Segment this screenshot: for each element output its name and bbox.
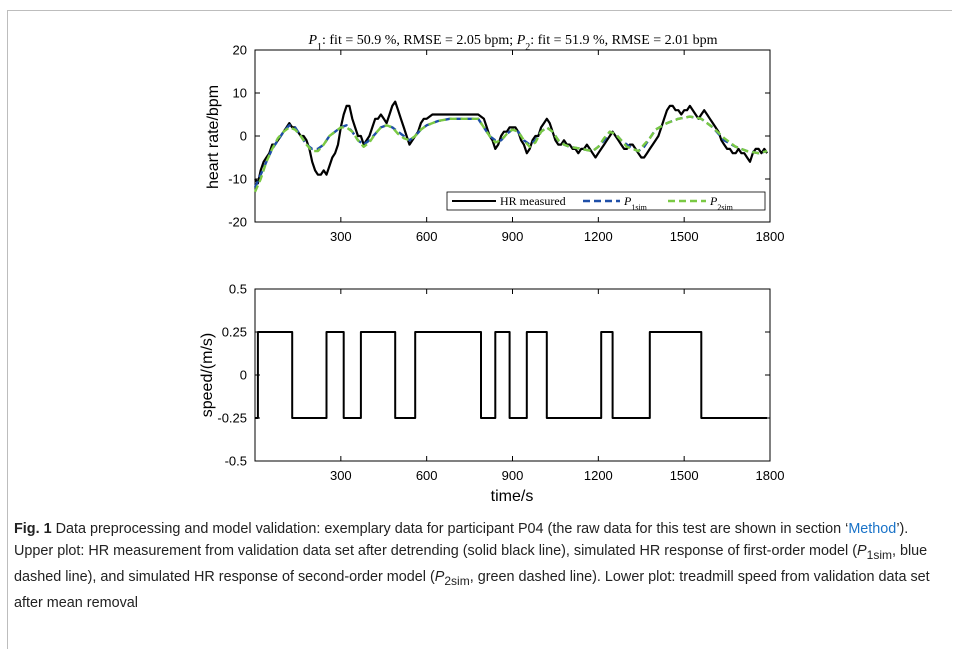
x-tick-label: 1500 (670, 229, 699, 244)
x-tick-label: 300 (330, 229, 352, 244)
x-tick-label: 1500 (670, 468, 699, 483)
y-tick-label: 0 (240, 129, 247, 144)
x-tick-label: 600 (416, 229, 438, 244)
series-group-top (253, 100, 769, 193)
speed-chart: 300 600 900 1200 1500 1800 -0.5 -0.25 0 0.25 0.5 s… (199, 282, 784, 506)
series-group-bottom (255, 331, 768, 419)
y-tick-label: 20 (233, 43, 247, 58)
y-tick-label: 10 (233, 86, 247, 101)
legend-label-measured: HR measured (500, 194, 566, 208)
caption-p2-var: P (434, 568, 445, 585)
y-tick-label: -0.25 (217, 411, 247, 426)
y-tick-label: -10 (228, 172, 247, 187)
y-tick-label: 0.5 (229, 282, 247, 297)
series-line-speed (255, 331, 768, 419)
x-tick-label: 1200 (584, 229, 613, 244)
y-axis-label-top: heart rate/bpm (205, 85, 222, 189)
chart-title: P1: fit = 50.9 %, RMSE = 2.05 bpm; P2: f… (307, 33, 717, 53)
caption-p2-sub: 2sim (444, 573, 470, 588)
series-line-p2sim (253, 115, 768, 193)
x-axis-label-bottom: time/s (491, 488, 534, 505)
tick-group-top: 300 600 900 1200 1500 1800 -20 -10 0 10 20 (228, 43, 784, 245)
x-tick-label: 900 (502, 468, 524, 483)
caption-p1-sub: 1sim (866, 547, 892, 562)
legend-label-p1sim: P1sim (623, 194, 648, 212)
hr-chart: P1: fit = 50.9 %, RMSE = 2.05 bpm; P2: f… (205, 33, 784, 244)
x-tick-label: 1800 (756, 229, 785, 244)
caption-text-2: ’). Upper plot: HR measurement from vali… (14, 521, 909, 559)
y-tick-label: -20 (228, 215, 247, 230)
y-tick-label: 0.25 (222, 325, 247, 340)
caption-text-1: Data preprocessing and model validation:… (51, 521, 849, 537)
x-tick-label: 1200 (584, 468, 613, 483)
caption-text-4: , green dashed line). Lower plot: treadm… (14, 568, 930, 611)
caption-p1-var: P (857, 543, 867, 559)
x-tick-label: 600 (416, 468, 438, 483)
figure-svg: P1: fit = 50.9 %, RMSE = 2.05 bpm; P2: f… (199, 33, 784, 506)
caption-text-3: , blue dashed line), and simulated HR re… (14, 543, 928, 585)
legend: HR measured P1sim P2sim (446, 191, 766, 212)
tick-group-bottom: 300 600 900 1200 1500 1800 -0.5 -0.25 0 0.25 0.5 (217, 282, 784, 484)
series-line-hr-measured (254, 100, 769, 185)
plot-area-bottom (254, 288, 771, 462)
x-tick-label: 1800 (756, 468, 785, 483)
x-tick-label: 900 (502, 229, 524, 244)
method-link[interactable]: Method (848, 521, 897, 537)
y-tick-label: 0 (240, 368, 247, 383)
figure-caption: Fig. 1 Data preprocessing and model vali… (14, 518, 944, 614)
figure-label: Fig. 1 (14, 521, 52, 537)
legend-label-p2sim: P2sim (709, 194, 734, 212)
y-tick-label: -0.5 (225, 454, 247, 469)
y-axis-label-bottom: speed/(m/s) (199, 333, 216, 417)
x-tick-label: 300 (330, 468, 352, 483)
